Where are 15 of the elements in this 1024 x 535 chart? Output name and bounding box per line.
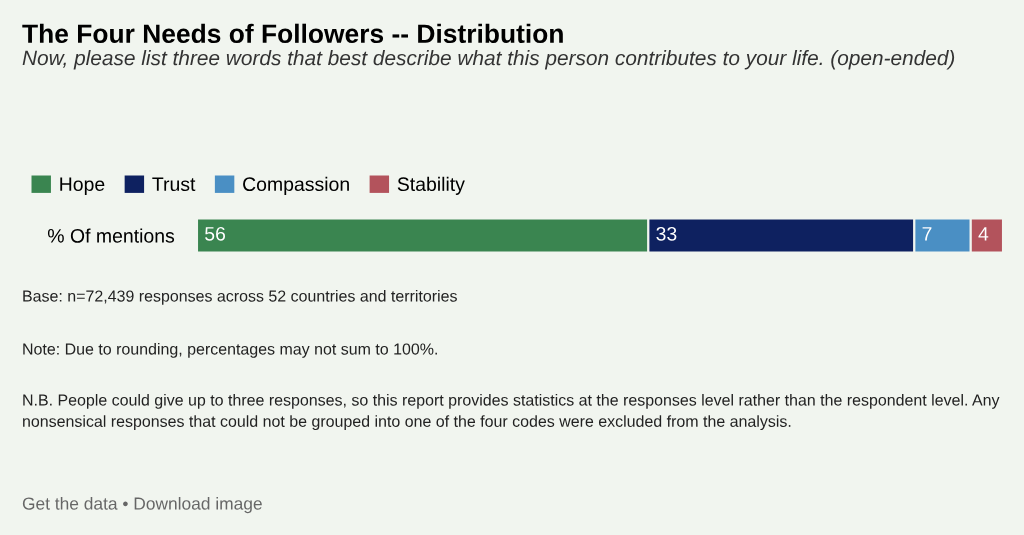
legend-label: Stability	[397, 176, 465, 195]
annotation: Base: n=72,439 responses across 52 countries and territories	[23, 289, 457, 305]
legend-label: Trust	[152, 177, 196, 192]
data-label: 56	[205, 226, 226, 241]
chart-subtitle: Now, please list three words that best describe what this person contributes to your life. (open-ended)	[22, 50, 955, 70]
legend-label: Compassion	[243, 176, 349, 195]
text: Get the data • Download image	[22, 496, 262, 514]
y-tick-label: % Of mentions	[47, 228, 175, 243]
chart-title: The Four Needs of Followers -- Distribution	[22, 23, 563, 44]
text: Note: Due to rounding, percentages may not sum to 100%.	[23, 342, 437, 358]
data-label: 33	[656, 226, 677, 241]
text: N.B. People could give up to three responses, so this report provides statistics at the responses level rather than the respondent level. Any nonsensical responses that could not be grouped into one of the four codes were excluded from the analysis.	[23, 393, 1000, 431]
data-label: 7	[922, 227, 932, 241]
data-label: 4	[978, 227, 989, 241]
legend-label: Hope	[60, 177, 105, 195]
